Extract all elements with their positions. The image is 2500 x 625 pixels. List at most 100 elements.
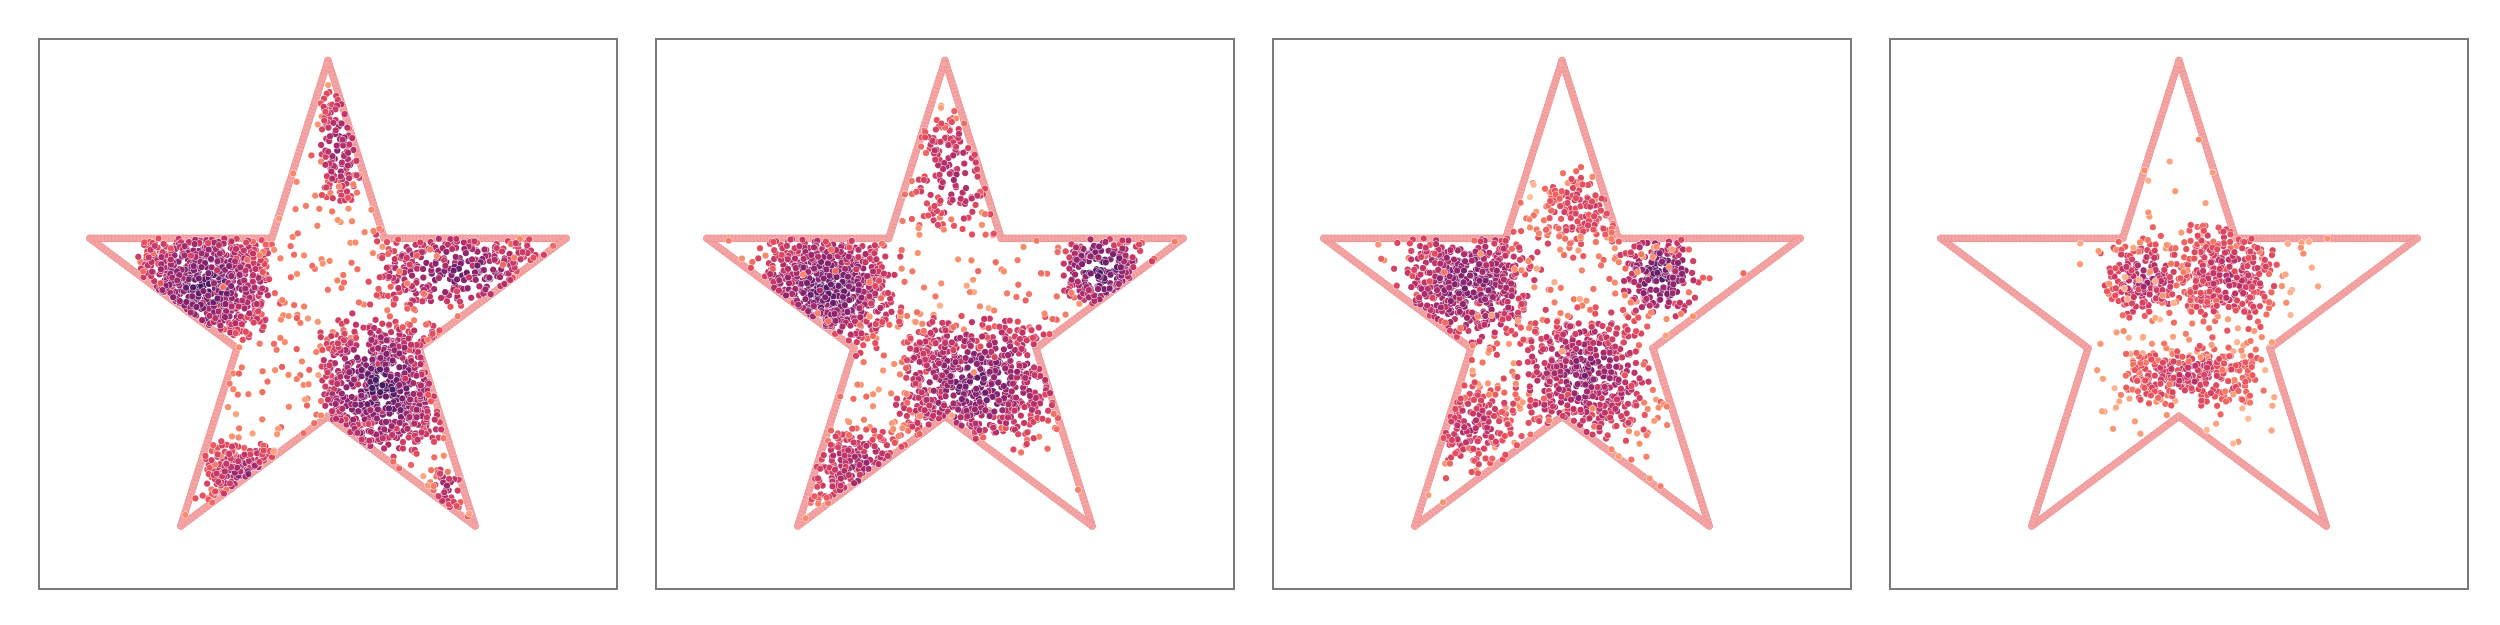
data-point: [364, 420, 373, 428]
data-point: [382, 350, 391, 358]
data-point: [322, 183, 330, 191]
data-point: [409, 379, 417, 387]
data-point: [424, 391, 432, 399]
data-point: [869, 332, 877, 340]
data-point: [1017, 448, 1025, 457]
data-point: [491, 256, 499, 264]
data-point: [290, 301, 298, 309]
data-point: [396, 406, 405, 414]
data-point: [1086, 235, 1095, 243]
data-point: [344, 205, 353, 213]
data-point: [383, 238, 391, 246]
data-point: [422, 320, 430, 329]
data-point: [237, 312, 245, 321]
data-point: [1017, 412, 1025, 420]
data-point: [453, 275, 461, 284]
data-point: [441, 288, 449, 296]
data-point: [275, 214, 283, 223]
data-point: [413, 265, 421, 273]
data-point: [456, 298, 464, 306]
boundary-point: [323, 60, 331, 68]
data-point: [425, 380, 433, 388]
data-point: [871, 339, 879, 347]
data-point: [347, 259, 356, 267]
data-point: [453, 502, 461, 510]
data-point: [376, 388, 384, 396]
data-point: [260, 446, 268, 455]
data-point: [848, 237, 856, 245]
scatter-plot-2: [702, 56, 1188, 530]
data-point: [920, 283, 928, 292]
data-point: [1014, 281, 1022, 289]
data-point: [232, 410, 240, 418]
data-point: [1030, 340, 1038, 348]
data-point: [361, 355, 369, 363]
data-point: [1018, 345, 1026, 353]
data-point: [232, 245, 240, 253]
data-point: [204, 239, 212, 247]
data-point: [978, 221, 986, 229]
data-point: [207, 456, 216, 464]
data-point: [1043, 445, 1052, 453]
data-point: [221, 467, 229, 476]
data-point: [832, 273, 841, 281]
data-point: [314, 318, 322, 326]
data-point: [262, 240, 270, 249]
data-point: [854, 253, 862, 261]
data-point: [824, 259, 832, 268]
data-point: [416, 360, 425, 368]
data-point: [1019, 243, 1028, 251]
data-point: [317, 397, 325, 405]
data-point: [363, 400, 372, 408]
data-point: [333, 142, 341, 150]
data-point: [258, 388, 266, 396]
data-point: [964, 144, 972, 152]
data-point: [794, 301, 802, 309]
data-point: [1044, 407, 1052, 415]
data-point: [367, 336, 376, 344]
data-point: [472, 276, 480, 284]
data-point: [1000, 267, 1008, 275]
data-point: [231, 257, 239, 265]
data-point: [236, 263, 244, 271]
data-point: [277, 316, 285, 324]
data-point: [256, 251, 264, 259]
data-point: [222, 307, 230, 315]
scatter-panel-2: [655, 38, 1235, 590]
data-point: [416, 238, 424, 247]
data-point: [932, 339, 940, 347]
data-point: [990, 230, 998, 238]
data-point: [981, 348, 989, 356]
data-point: [549, 242, 557, 250]
data-point: [976, 302, 984, 310]
data-point: [465, 510, 473, 518]
data-point: [489, 266, 497, 274]
data-point: [1020, 403, 1029, 411]
data-point: [454, 486, 462, 495]
data-point: [939, 178, 947, 186]
data-point: [148, 268, 156, 276]
data-point: [345, 368, 353, 376]
data-point: [342, 317, 351, 325]
data-point: [974, 172, 982, 181]
data-point: [337, 119, 346, 128]
data-point: [1009, 445, 1018, 454]
data-point: [328, 174, 336, 183]
data-point: [176, 297, 184, 305]
data-point: [427, 466, 435, 474]
data-point: [258, 415, 266, 424]
data-point: [314, 120, 322, 129]
data-point: [259, 322, 268, 331]
data-point: [173, 276, 181, 285]
data-point: [389, 457, 397, 466]
data-point: [327, 332, 335, 340]
data-point: [973, 360, 981, 368]
data-point: [924, 211, 932, 220]
data-point: [205, 312, 214, 320]
data-point: [961, 169, 969, 177]
data-point: [903, 312, 911, 320]
data-point: [990, 373, 998, 381]
data-point: [920, 176, 928, 184]
data-point: [235, 424, 243, 432]
data-point: [926, 378, 934, 386]
